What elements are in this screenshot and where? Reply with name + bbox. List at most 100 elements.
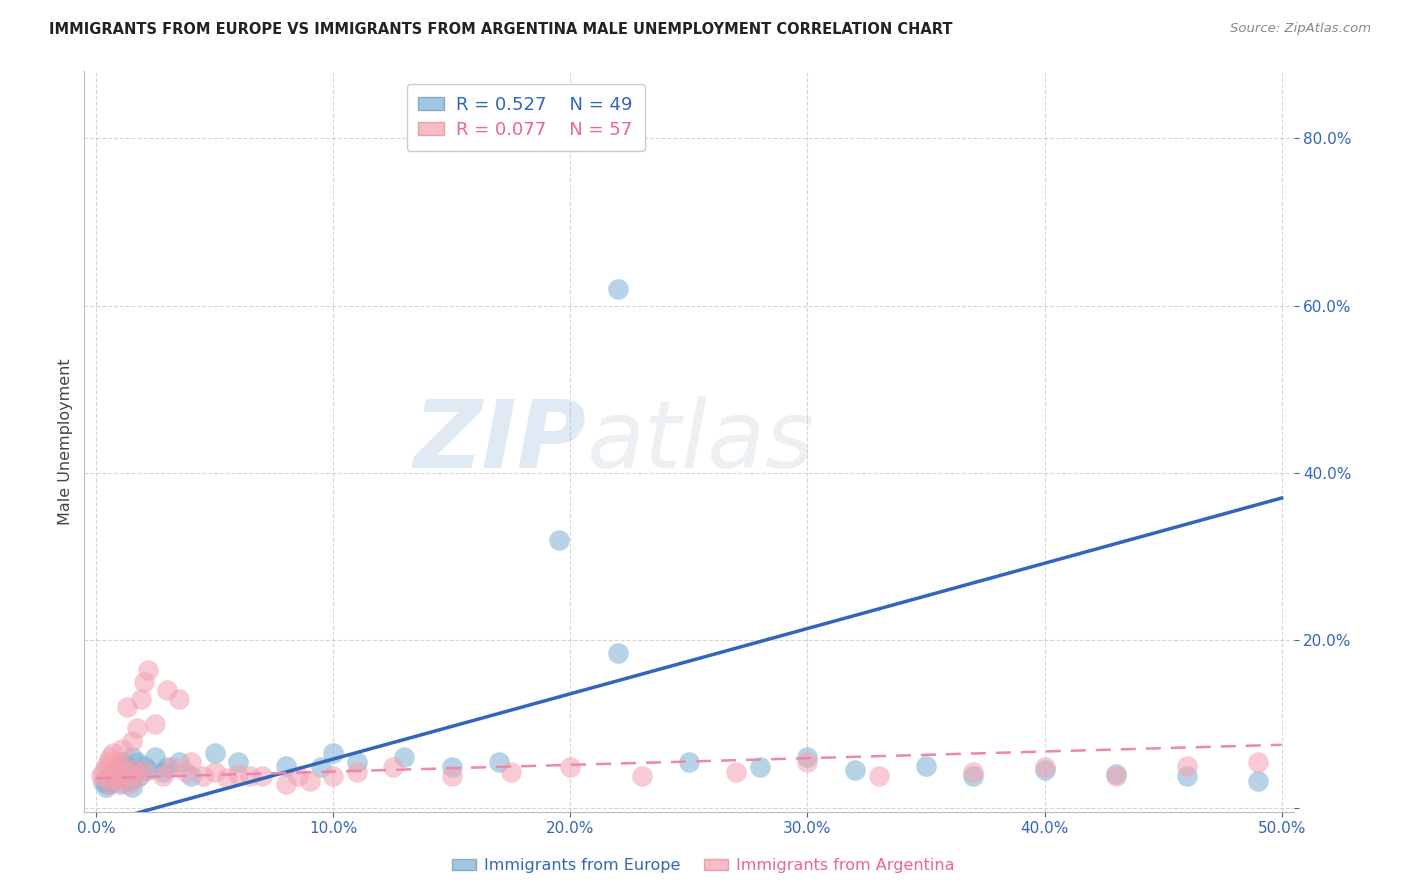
Point [156,760,179,774]
Point [725,765,748,780]
Point [94,780,117,794]
Point [97,771,120,785]
Point [630,769,652,783]
Point [132,675,155,690]
Point [180,755,202,769]
Point [1105,769,1128,783]
Y-axis label: Male Unemployment: Male Unemployment [58,359,73,524]
Point [115,760,138,774]
Point [107,769,129,783]
Point [100,767,122,781]
Point [108,755,131,769]
Point [488,755,510,769]
Point [1105,767,1128,781]
Point [118,777,141,791]
Point [176,765,198,780]
Point [111,742,134,756]
Text: ZIP: ZIP [413,395,586,488]
Point [114,763,136,777]
Point [606,646,628,660]
Point [1247,773,1270,788]
Point [125,721,148,735]
Point [678,755,700,769]
Point [129,691,152,706]
Point [962,765,984,780]
Point [128,769,150,783]
Point [121,780,143,794]
Point [138,663,160,677]
Point [118,773,141,788]
Point [104,763,127,777]
Text: Source: ZipAtlas.com: Source: ZipAtlas.com [1230,22,1371,36]
Point [1175,769,1198,783]
Point [125,755,148,769]
Point [97,771,120,785]
Point [107,758,129,772]
Point [90,769,112,783]
Point [346,755,368,769]
Point [239,769,262,783]
Point [228,755,250,769]
Point [121,750,143,764]
Legend: R = 0.527    N = 49, R = 0.077    N = 57: R = 0.527 N = 49, R = 0.077 N = 57 [406,84,644,151]
Point [115,700,138,714]
Point [606,282,628,296]
Point [180,769,202,783]
Point [501,765,523,780]
Point [287,769,309,783]
Text: IMMIGRANTS FROM EUROPE VS IMMIGRANTS FROM ARGENTINA MALE UNEMPLOYMENT CORRELATIO: IMMIGRANTS FROM EUROPE VS IMMIGRANTS FRO… [49,22,953,37]
Point [250,769,273,783]
Point [118,769,141,783]
Point [108,775,131,789]
Point [121,733,143,747]
Point [749,760,772,774]
Point [104,758,127,772]
Point [796,755,818,769]
Point [868,769,890,783]
Point [1033,760,1056,774]
Point [215,771,238,785]
Point [160,760,183,774]
Point [962,769,984,783]
Point [1175,758,1198,772]
Point [191,769,214,783]
Point [844,763,866,777]
Point [132,763,155,777]
Point [228,767,250,781]
Point [91,765,114,780]
Point [97,777,120,791]
Point [114,769,136,783]
Point [560,760,582,774]
Point [167,755,190,769]
Point [145,750,167,764]
Point [440,760,463,774]
Point [100,750,122,764]
Point [381,760,404,774]
Point [298,773,321,788]
Point [547,533,569,547]
Legend: Immigrants from Europe, Immigrants from Argentina: Immigrants from Europe, Immigrants from … [446,852,960,880]
Point [97,755,120,769]
Point [104,765,127,780]
Point [204,765,226,780]
Point [128,769,150,783]
Point [394,750,416,764]
Point [796,750,818,764]
Point [915,758,938,772]
Point [100,777,122,791]
Point [440,769,463,783]
Point [156,683,179,698]
Point [274,777,297,791]
Point [322,746,344,760]
Point [204,746,226,760]
Point [122,765,145,780]
Point [167,691,190,706]
Point [132,758,155,772]
Point [101,773,124,788]
Point [138,763,160,777]
Point [91,775,114,789]
Point [94,760,117,774]
Point [322,769,344,783]
Point [111,755,134,769]
Point [311,760,333,774]
